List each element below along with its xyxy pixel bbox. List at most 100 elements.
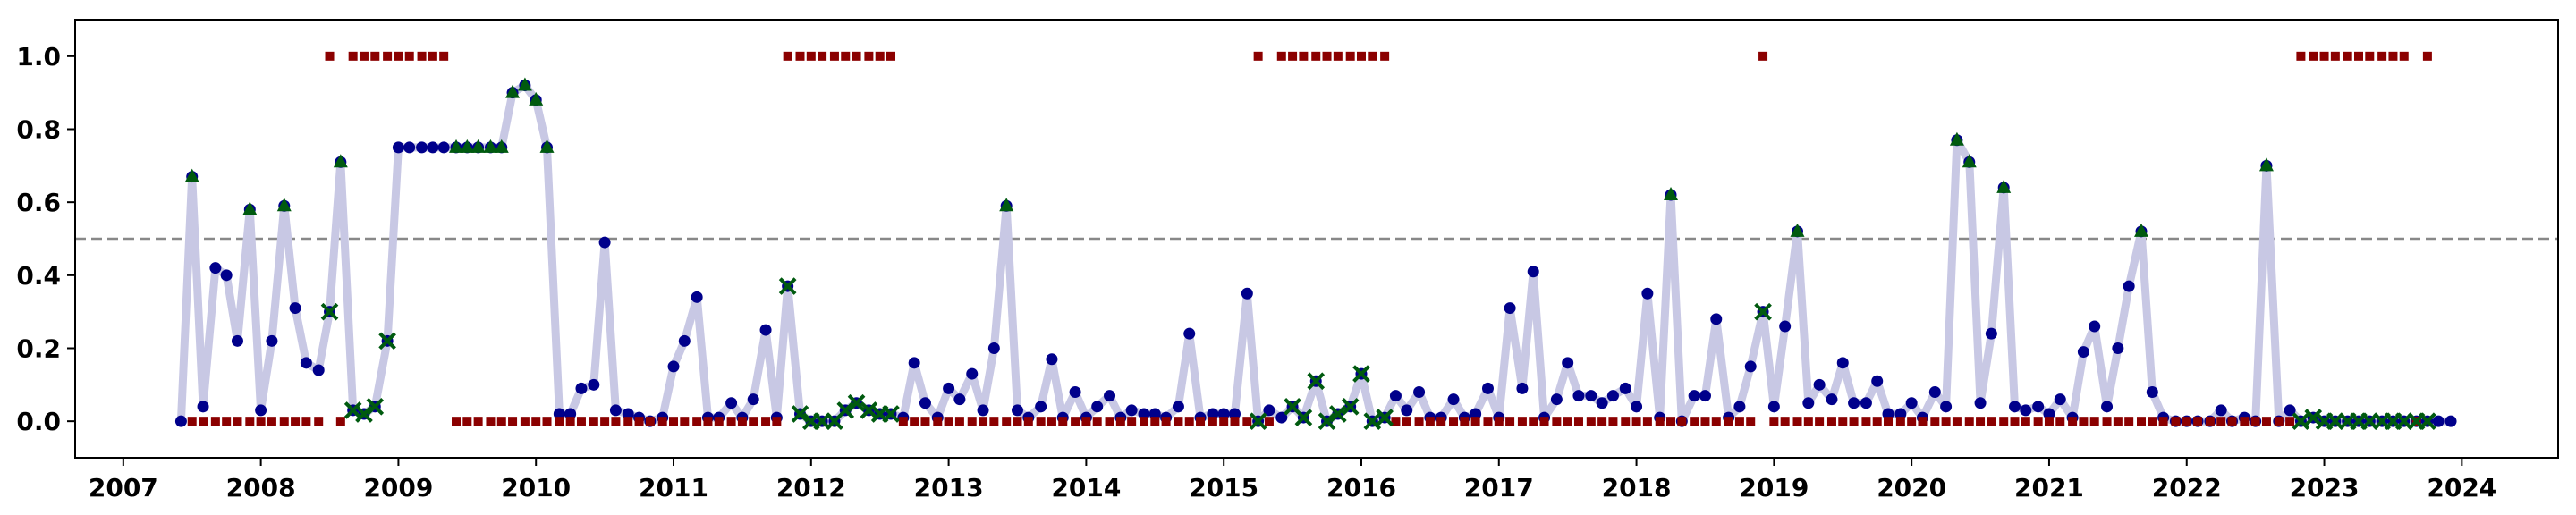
circle-point [1985,327,1997,340]
circle-point [977,404,989,417]
square-point [1563,417,1572,426]
square-point [1127,417,1137,426]
square-point [737,417,747,426]
circle-point [1596,397,1608,409]
square-point [2068,417,2078,426]
square-point [1139,417,1148,426]
square-point [954,417,964,426]
square-point [1700,417,1710,426]
square-point [1391,417,1401,426]
square-point [1999,417,2009,426]
square-point [1918,417,1928,426]
square-point [508,417,518,426]
circle-point [1699,390,1711,402]
square-point [222,417,232,426]
square-point [2044,417,2054,426]
cross-point [870,405,889,423]
circle-point [392,141,404,154]
circle-point [1447,393,1460,406]
square-point [864,51,874,61]
triangle-point [1949,131,1964,146]
square-point [2285,417,2295,426]
triangle-point [333,154,348,168]
square-point [1552,417,1562,426]
square-point [335,417,345,426]
circle-point [1733,401,1746,413]
square-point [1826,417,1836,426]
square-point [576,417,586,426]
square-point [314,417,324,426]
square-point [542,417,552,426]
x-tick-label: 2023 [2290,473,2360,502]
square-point [910,417,919,426]
circle-point [1481,382,1494,394]
square-point [1734,417,1744,426]
square-point [2033,417,2043,426]
triangle-point [276,198,292,212]
y-tick-label: 0.6 [16,188,61,217]
square-point [565,417,575,426]
square-point [439,51,449,61]
square-point [2079,417,2089,426]
triangle-point [517,77,532,91]
circle-point [2020,404,2032,417]
square-point [1092,417,1102,426]
square-point [1711,417,1721,426]
plot-frame [74,19,2559,459]
square-point [2055,417,2065,426]
square-point [1436,417,1446,426]
circle-point [1619,382,1631,394]
circle-point [174,415,187,427]
square-point [2319,51,2329,61]
square-point [1895,417,1905,426]
circle-point [1688,390,1700,402]
cross-point [2315,412,2334,430]
square-point [944,417,953,426]
square-point [1046,417,1056,426]
square-point [301,417,311,426]
circle-point [1813,378,1826,391]
circle-point [1572,390,1585,402]
x-tick-label: 2013 [914,473,984,502]
circle-point [416,141,428,154]
triangle-point [1790,223,1805,237]
circle-point [598,236,611,249]
cross-point [2338,412,2357,430]
square-point [703,417,713,426]
square-point [1724,417,1733,426]
square-point [2216,417,2226,426]
cross-point [2360,412,2379,430]
square-point [645,417,655,426]
square-point [2113,417,2123,426]
square-point [1196,417,1206,426]
x-tick-label: 2014 [1051,473,1121,502]
circle-point [1928,386,1941,398]
square-point [1242,417,1252,426]
square-point [531,417,541,426]
square-point [187,417,197,426]
square-point [1758,51,1768,61]
square-point [1322,51,1332,61]
circle-point [1940,401,1953,413]
circle-point [1871,375,1884,387]
cross-point [2292,412,2310,430]
square-point [818,51,827,61]
square-point [2010,417,2020,426]
x-tick-label: 2018 [1602,473,1672,502]
square-point [1930,417,1940,426]
square-point [1815,417,1825,426]
triangle-point [184,168,199,182]
circle-point [1183,327,1196,340]
square-point [1356,51,1366,61]
square-point [1105,417,1114,426]
square-point [979,417,988,426]
y-tick-label: 1.0 [16,42,61,72]
triangle-point [494,139,509,153]
x-tick-label: 2015 [1189,473,1258,502]
circle-point [725,397,738,409]
square-point [1071,417,1080,426]
cross-point [366,398,385,416]
cross-point [1376,409,1394,426]
square-point [920,417,930,426]
square-point [967,417,977,426]
